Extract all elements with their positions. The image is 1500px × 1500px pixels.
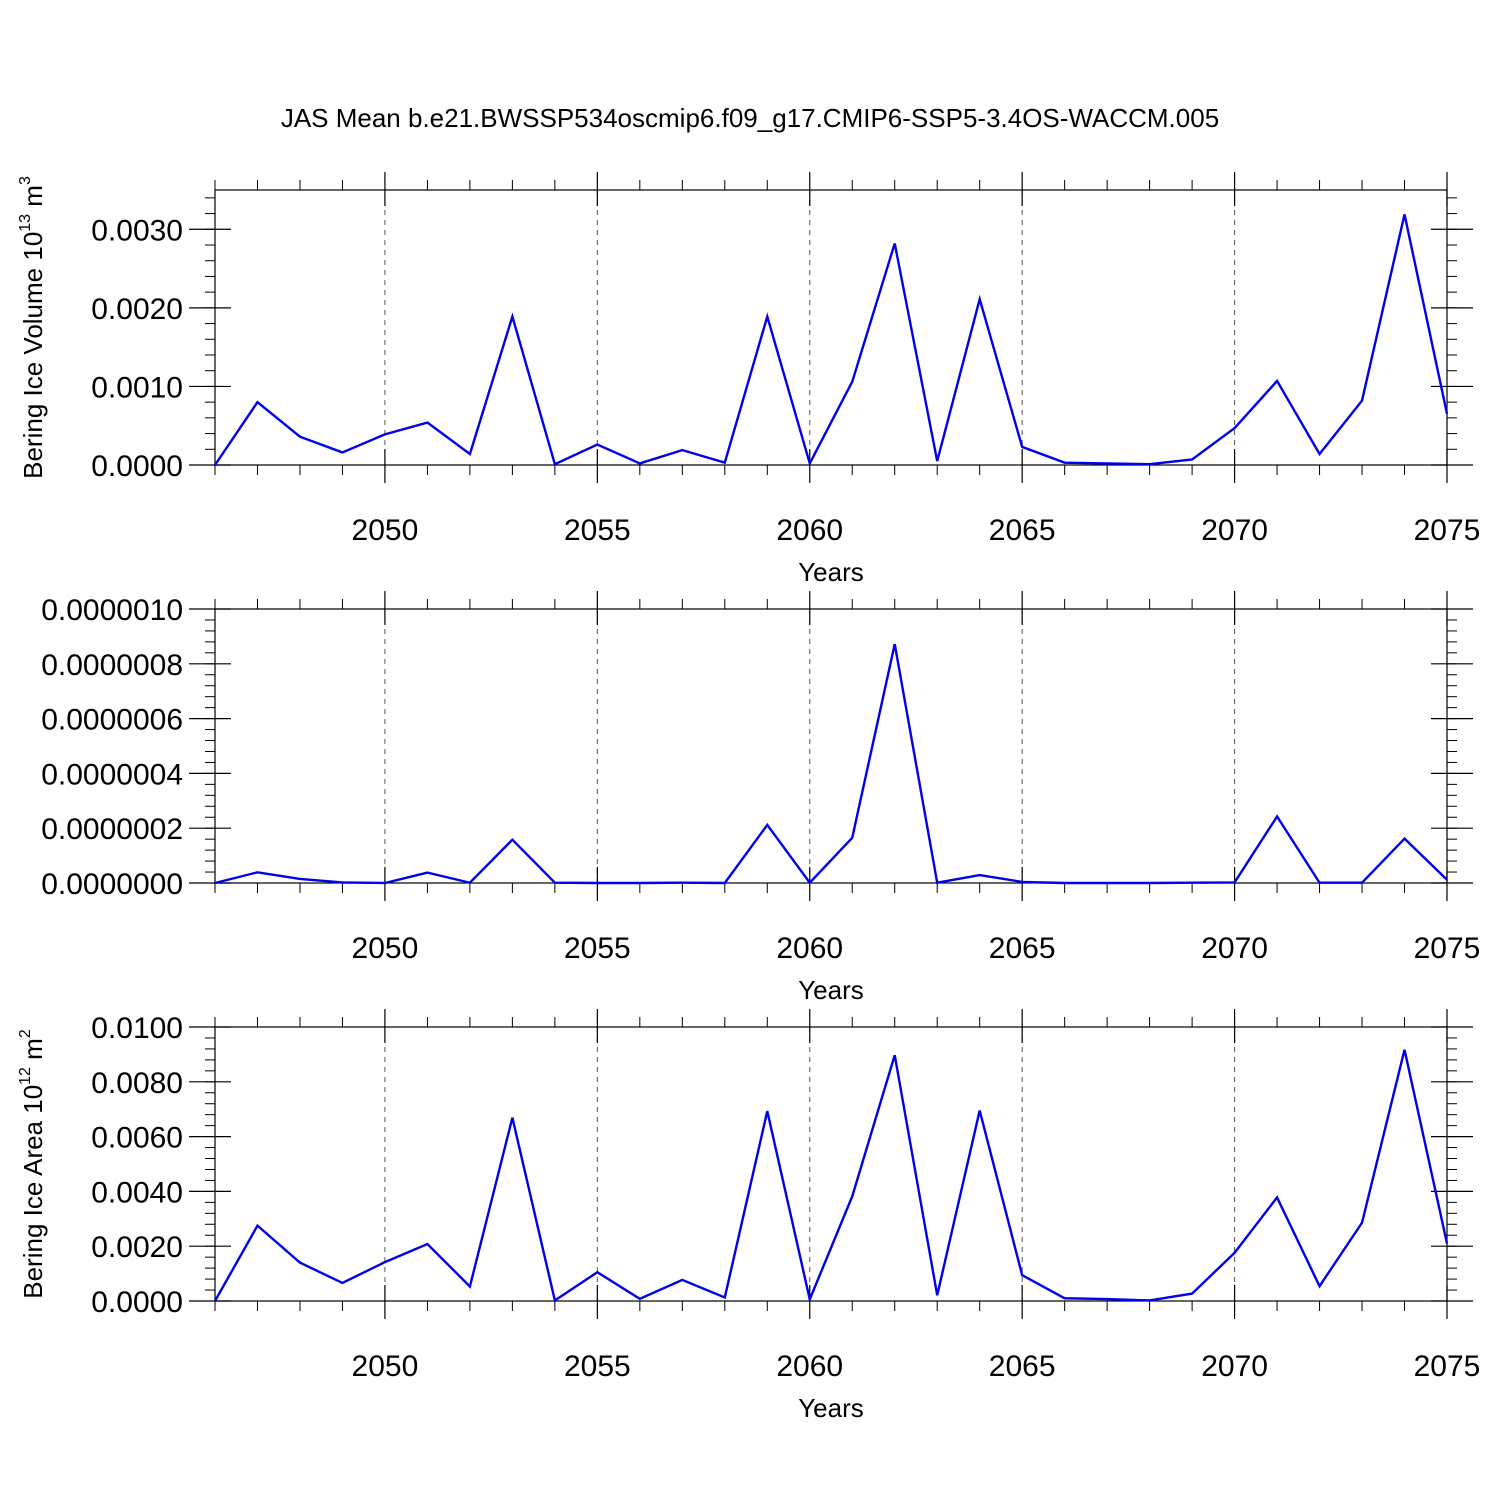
plot-frame <box>214 1026 1448 1302</box>
series-line <box>214 643 1448 885</box>
y-tick-label: 0.0010 <box>91 371 183 404</box>
x-tick-label: 2055 <box>564 1350 631 1383</box>
x-axis-label: Years <box>798 557 864 587</box>
x-tick-label: 2060 <box>776 514 843 547</box>
x-tick-label: 2055 <box>564 932 631 965</box>
panel-2: 2050 2055 2060 2065 2070 2075 0.0000000 0.00000… <box>41 591 1480 1005</box>
y-tick-label: 0.0000008 <box>41 649 183 682</box>
y-tick-label: 0.0000 <box>91 1286 183 1319</box>
y-axis-label: Bering Ice Area 1012 m2 <box>17 1029 48 1299</box>
y-tick-label: 0.0040 <box>91 1176 183 1209</box>
y-tick-label: 0.0020 <box>91 293 183 326</box>
chart-title: JAS Mean b.e21.BWSSP534oscmip6.f09_g17.C… <box>281 103 1219 133</box>
y-axis-label: Bering Ice Volume 1013 m3 <box>17 176 48 479</box>
x-tick-label: 2065 <box>989 932 1056 965</box>
x-tick-label: 2055 <box>564 514 631 547</box>
x-tick-label: 2065 <box>989 1350 1056 1383</box>
x-tick-label: 2070 <box>1201 1350 1268 1383</box>
y-tick-label: 0.0080 <box>91 1067 183 1100</box>
y-tick-label: 0.0000006 <box>41 704 183 737</box>
y-tick-label: 0.0060 <box>91 1122 183 1155</box>
x-tick-label: 2075 <box>1414 932 1481 965</box>
panel-1: 2050 2055 2060 2065 2070 2075 0.0000 0.0010 0.00… <box>17 172 1480 587</box>
y-tick-label: 0.0000010 <box>41 594 183 627</box>
x-tick-label: 2050 <box>352 514 419 547</box>
x-axis-label: Years <box>798 975 864 1005</box>
x-tick-label: 2070 <box>1201 514 1268 547</box>
y-tick-label: 0.0000 <box>91 450 183 483</box>
series-line <box>214 214 1449 467</box>
x-tick-label: 2050 <box>352 932 419 965</box>
x-axis-label: Years <box>798 1393 864 1423</box>
y-tick-label: 0.0100 <box>91 1012 183 1045</box>
x-tick-label: 2050 <box>352 1350 419 1383</box>
x-tick-label: 2075 <box>1414 1350 1481 1383</box>
plot-frame <box>214 189 1448 466</box>
y-tick-label: 0.0030 <box>91 214 183 247</box>
panel-3: 2050 2055 2060 2065 2070 2075 0.0000 0.0020 0.00… <box>17 1009 1480 1423</box>
y-tick-label: 0.0000000 <box>41 868 183 901</box>
y-tick-label: 0.0000002 <box>41 813 183 846</box>
x-tick-label: 2065 <box>989 514 1056 547</box>
panels: 2050 2055 2060 2065 2070 2075 0.0000 0.0010 0.00… <box>17 172 1480 1423</box>
y-tick-label: 0.0000004 <box>41 758 183 791</box>
plot-frame <box>214 608 1448 884</box>
x-tick-label: 2060 <box>776 1350 843 1383</box>
x-tick-label: 2070 <box>1201 932 1268 965</box>
x-tick-label: 2075 <box>1414 514 1481 547</box>
x-tick-label: 2060 <box>776 932 843 965</box>
y-tick-label: 0.0020 <box>91 1231 183 1264</box>
series-line <box>213 1049 1449 1304</box>
